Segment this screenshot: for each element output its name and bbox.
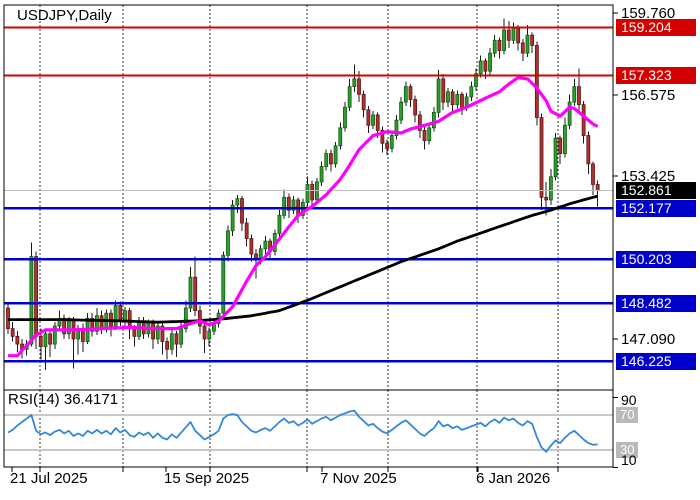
axis-tick-marks (11, 12, 618, 472)
rsi-line (7, 409, 598, 453)
rsi-panel (4, 409, 613, 453)
candlestick-series (6, 18, 600, 370)
ma-slow-line (8, 194, 599, 324)
panel-frames (3, 4, 614, 468)
price-level-lines (4, 26, 613, 363)
ma-fast-line (8, 76, 599, 358)
